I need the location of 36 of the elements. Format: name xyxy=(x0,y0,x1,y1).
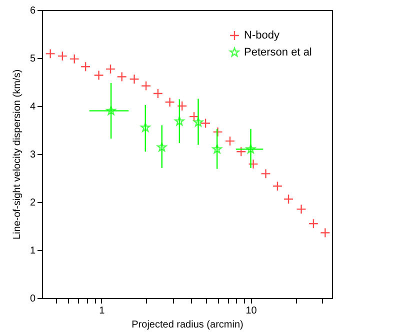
point xyxy=(129,74,140,84)
y-axis-title: Line-of-sight velocity dispersion (km/s) xyxy=(12,69,23,240)
point xyxy=(69,54,80,64)
point xyxy=(260,168,271,179)
point xyxy=(80,62,91,72)
point xyxy=(94,70,104,80)
y-tick-label: 1 xyxy=(30,246,36,256)
x-tick-label: 10 xyxy=(246,306,258,316)
point xyxy=(45,48,56,59)
point xyxy=(140,80,152,91)
point xyxy=(283,194,294,204)
legend-label: Peterson et al xyxy=(244,46,312,58)
y-tick-label: 2 xyxy=(30,198,36,208)
y-tick-label: 3 xyxy=(30,150,36,160)
point xyxy=(236,146,246,157)
y-tick-label: 5 xyxy=(30,54,36,64)
point xyxy=(296,204,306,214)
point xyxy=(272,181,283,192)
y-tick-label: 4 xyxy=(30,102,36,112)
point xyxy=(248,159,258,170)
point xyxy=(105,64,116,74)
x-axis-title: Projected radius (arcmin) xyxy=(132,320,244,330)
point xyxy=(320,228,330,238)
point xyxy=(116,72,127,82)
point xyxy=(177,100,188,112)
point xyxy=(188,111,200,122)
point xyxy=(57,51,68,62)
point xyxy=(224,136,236,146)
point xyxy=(308,218,319,229)
point xyxy=(152,88,164,99)
legend-label: N-body xyxy=(244,30,280,42)
point xyxy=(212,126,223,137)
point xyxy=(164,97,175,108)
y-tick-label: 6 xyxy=(30,6,36,16)
point xyxy=(200,118,211,128)
y-tick-label: 0 xyxy=(30,294,36,304)
